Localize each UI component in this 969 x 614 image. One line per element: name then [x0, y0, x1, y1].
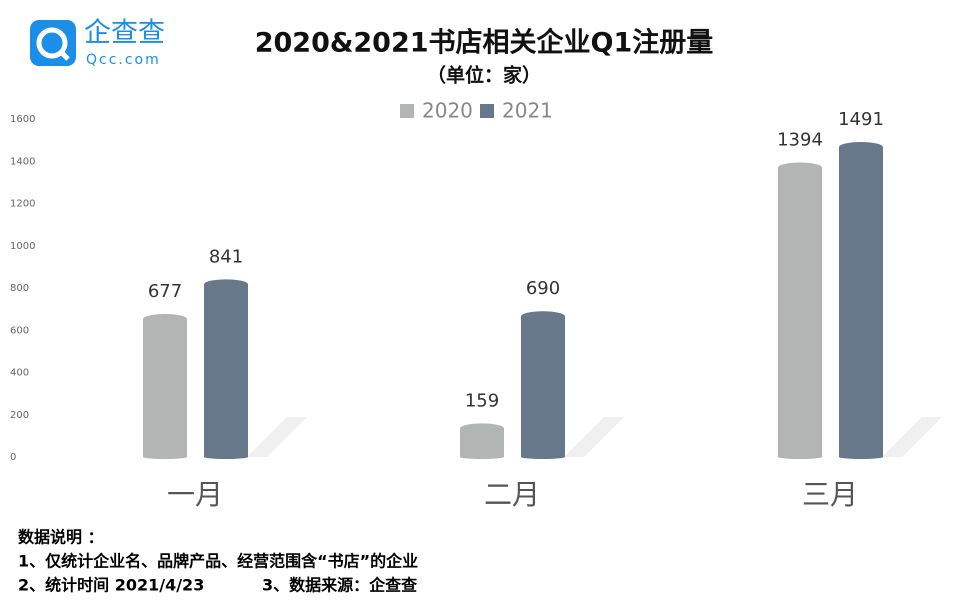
bar — [460, 423, 504, 459]
y-tick-label: 800 — [10, 283, 29, 294]
chart-subtitle: （单位：家） — [427, 64, 541, 87]
legend-label: 2021 — [502, 99, 553, 123]
x-tick-label: 一月 — [167, 478, 223, 511]
chart-title: 2020&2021书店相关企业Q1注册量 — [255, 27, 714, 59]
note: 3、数据来源：企查查 — [262, 576, 417, 595]
note: 2、统计时间 2021/4/23 — [18, 576, 204, 595]
y-tick-label: 400 — [10, 368, 29, 379]
notes-heading: 数据说明 ： — [18, 528, 104, 547]
y-tick-label: 1600 — [10, 114, 35, 125]
x-tick-label: 三月 — [802, 478, 858, 511]
logo-icon-tail — [58, 49, 70, 61]
y-tick-label: 1400 — [10, 156, 35, 167]
logo-name: 企查查 — [84, 18, 165, 49]
note: 1、仅统计企业名、品牌产品、经营范围含“书店”的企业 — [18, 552, 418, 571]
bar — [204, 279, 248, 459]
y-tick-label: 600 — [10, 325, 29, 336]
legend-label: 2020 — [422, 99, 473, 123]
data-label: 690 — [526, 278, 560, 299]
legend-swatch — [480, 104, 494, 118]
bar — [521, 311, 565, 459]
legend-swatch — [400, 104, 414, 118]
bar-shadow — [247, 417, 307, 457]
x-tick-label: 二月 — [484, 478, 540, 511]
bar — [839, 142, 883, 459]
bar-shadow — [564, 417, 624, 457]
data-label: 1394 — [777, 130, 823, 151]
y-tick-label: 200 — [10, 410, 29, 421]
bar — [778, 162, 822, 459]
logo-url: Qcc.com — [86, 52, 161, 68]
bar-shadow — [882, 417, 942, 457]
y-tick-label: 0 — [10, 452, 16, 463]
bar — [143, 313, 187, 459]
y-tick-label: 1200 — [10, 199, 35, 210]
data-label: 159 — [465, 390, 499, 411]
data-label: 841 — [209, 246, 243, 267]
logo-icon-ring — [36, 27, 68, 59]
y-tick-label: 1000 — [10, 241, 35, 252]
data-label: 677 — [148, 281, 182, 302]
data-label: 1491 — [838, 109, 884, 130]
